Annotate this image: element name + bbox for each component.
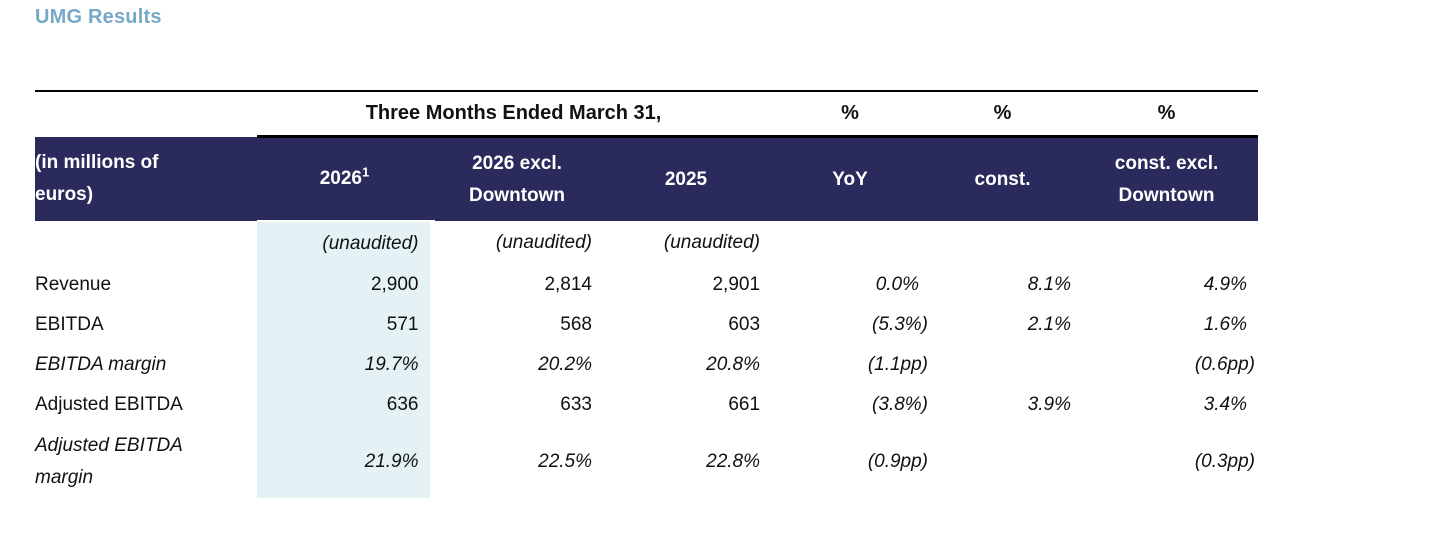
unaudited-empty-const-excl — [1075, 221, 1258, 265]
row-label: Revenue — [35, 274, 112, 295]
column-header-row: (in millions of euros) 20261 2026 excl. … — [35, 136, 1259, 221]
cell-2025: 661 — [728, 394, 761, 415]
cell-yoy: (1.1pp) — [867, 354, 929, 375]
cell-const-excl: (0.6pp) — [1194, 354, 1256, 375]
cell-const: 2.1% — [1027, 314, 1072, 335]
cell-const: 8.1% — [1027, 274, 1072, 295]
cell-2026-excl: 633 — [560, 394, 592, 415]
row-label: Adjusted EBITDA — [35, 394, 183, 415]
cell-2026: 571 — [257, 305, 435, 345]
col-header-const-excl-downtown: const. excl. Downtown — [1075, 136, 1259, 221]
unaudited-2025: (unaudited) — [663, 232, 761, 253]
footnote-marker: 1 — [362, 164, 370, 180]
table-row-adjusted-ebitda-margin: Adjusted EBITDA margin 21.9% 22.5% 22.8%… — [35, 425, 1258, 498]
row-label: EBITDA margin — [35, 354, 167, 375]
unaudited-row: (unaudited) (unaudited) (unaudited) — [35, 220, 1258, 265]
cell-2026-excl: 20.2% — [538, 354, 592, 375]
unaudited-spacer — [35, 221, 257, 265]
cell-const-excl: 3.4% — [1203, 394, 1248, 415]
col-header-const-excl-line2: Downtown — [1118, 184, 1215, 206]
table-row-ebitda-margin: EBITDA margin 19.7% 20.2% 20.8% (1.1pp) … — [35, 345, 1258, 385]
cell-const — [930, 425, 1075, 498]
col-header-2026-excl-line1: 2026 excl. — [472, 152, 562, 174]
cell-const-excl: 4.9% — [1203, 274, 1248, 295]
col-header-2026-text: 2026 — [319, 168, 363, 189]
row-label-text: Adjusted EBITDA margin — [35, 434, 183, 488]
cell-yoy: (0.9pp) — [867, 450, 929, 472]
table-row-ebitda: EBITDA 571 568 603 (5.3%) 2.1% 1.6% — [35, 305, 1258, 345]
col-header-2026: 20261 — [257, 136, 432, 221]
cell-2026-excl: 568 — [560, 314, 592, 335]
cell-const — [930, 345, 1075, 385]
unaudited-empty-yoy — [770, 221, 930, 265]
table-row-adjusted-ebitda: Adjusted EBITDA 636 633 661 (3.8%) 3.9% … — [35, 385, 1258, 425]
units-label: (in millions of euros) — [35, 136, 257, 221]
pct-header-const-excl: % — [1075, 90, 1259, 138]
col-header-const-excl-line1: const. excl. — [1114, 152, 1219, 174]
cell-yoy: 0.0% — [875, 274, 920, 295]
cell-yoy: (3.8%) — [872, 394, 929, 415]
col-header-2026-excl-line2: Downtown — [468, 184, 566, 206]
cell-2025: 20.8% — [706, 354, 761, 375]
cell-2026: 636 — [257, 385, 435, 425]
cell-const: 3.9% — [1027, 394, 1072, 415]
row-label: Adjusted EBITDA margin — [35, 425, 257, 498]
cell-2025: 2,901 — [712, 274, 761, 295]
cell-2026: 21.9% — [257, 425, 435, 498]
unaudited-2026: (unaudited) — [257, 220, 435, 265]
table-row-revenue: Revenue 2,900 2,814 2,901 0.0% 8.1% 4.9% — [35, 265, 1258, 305]
page-title: UMG Results — [35, 6, 162, 28]
cell-2026: 19.7% — [257, 345, 435, 385]
cell-yoy: (5.3%) — [872, 314, 929, 335]
cell-const-excl: (0.3pp) — [1194, 450, 1256, 472]
period-header: Three Months Ended March 31, — [257, 90, 771, 138]
umg-results-table: Three Months Ended March 31, % % % (in m… — [35, 90, 1259, 498]
row-label: EBITDA — [35, 314, 104, 335]
cell-2025: 603 — [728, 314, 761, 335]
pct-header-const: % — [930, 90, 1076, 138]
unaudited-2026-excl: (unaudited) — [495, 232, 592, 253]
col-header-2026-excl-downtown: 2026 excl. Downtown — [432, 136, 602, 221]
cell-2026-excl: 22.5% — [538, 450, 592, 472]
cell-const-excl: 1.6% — [1203, 314, 1248, 335]
period-header-row: Three Months Ended March 31, % % % — [35, 90, 1259, 138]
period-header-spacer — [35, 90, 257, 137]
cell-2026-excl: 2,814 — [544, 274, 592, 295]
units-label-line1: (in millions of — [35, 151, 159, 173]
col-header-2025: 2025 — [602, 136, 771, 221]
pct-header-yoy: % — [770, 90, 931, 138]
units-label-line2: euros) — [35, 183, 94, 205]
col-header-const: const. — [930, 136, 1076, 221]
cell-2025: 22.8% — [706, 450, 761, 472]
col-header-yoy: YoY — [770, 136, 931, 221]
unaudited-empty-const — [930, 221, 1075, 265]
cell-2026: 2,900 — [257, 265, 435, 305]
